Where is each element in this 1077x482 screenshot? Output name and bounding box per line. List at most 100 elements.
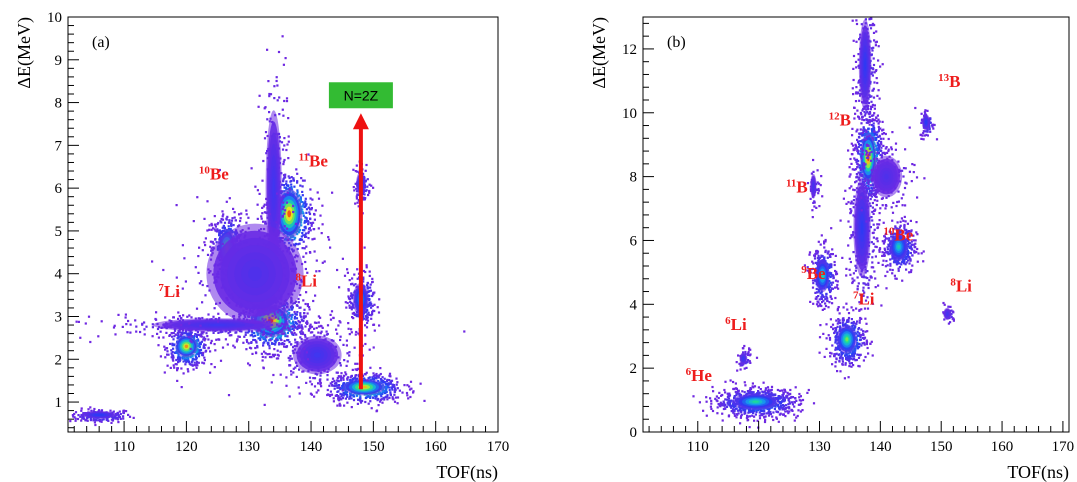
panel-a-cell bbox=[308, 251, 312, 254]
panel-a-cell bbox=[303, 347, 306, 350]
panel-a-cell bbox=[295, 304, 298, 307]
panel-a-cell bbox=[221, 346, 225, 349]
panel-b-cell bbox=[786, 406, 789, 409]
panel-b-cell bbox=[776, 396, 779, 399]
panel-a-cell bbox=[212, 227, 215, 230]
panel-a-cell bbox=[134, 319, 137, 322]
panel-b-cell bbox=[734, 382, 737, 385]
panel-a-cell bbox=[336, 390, 339, 393]
panel-a-cell bbox=[230, 225, 233, 228]
panel-a-cell bbox=[195, 366, 198, 369]
panel-a-cell bbox=[380, 379, 383, 382]
panel-a-cell bbox=[342, 376, 345, 379]
panel-a-cell bbox=[184, 332, 187, 335]
panel-a-cell bbox=[277, 343, 281, 346]
panel-a-cell bbox=[205, 349, 208, 352]
panel-a-cell bbox=[169, 342, 172, 345]
panel-a-cell bbox=[116, 413, 119, 416]
panel-a-cell bbox=[281, 148, 285, 151]
panel-a-cell bbox=[336, 268, 339, 272]
panel-a-cell bbox=[361, 399, 364, 403]
panel-a-cell bbox=[290, 331, 294, 334]
panel-a-cell bbox=[257, 337, 260, 340]
panel-a-cell bbox=[240, 212, 243, 215]
panel-a-cell bbox=[141, 322, 144, 325]
panel-a-cell bbox=[302, 202, 305, 205]
panel-a-cell bbox=[99, 420, 102, 423]
panel-a-cell bbox=[378, 324, 381, 327]
panel-a-cell bbox=[269, 339, 272, 342]
panel-a-cell bbox=[368, 270, 371, 273]
panel-a-cell bbox=[289, 364, 292, 367]
panel-a-cell bbox=[180, 386, 183, 389]
panel-a-cell bbox=[371, 277, 374, 280]
panel-a-cell bbox=[364, 169, 367, 172]
panel-b-cell bbox=[726, 396, 729, 399]
panel-a-y-axis-label: ΔE(MeV) bbox=[14, 17, 35, 89]
panel-a-cell bbox=[252, 335, 255, 338]
panel-a-cell bbox=[381, 392, 384, 395]
panel-a-cell bbox=[301, 247, 304, 250]
panel-a-cell bbox=[350, 306, 353, 309]
panel-a-cell bbox=[262, 366, 265, 369]
panel-a-cell bbox=[384, 391, 387, 395]
panel-a-x-tick-label: 120 bbox=[175, 439, 198, 455]
panel-b-cell bbox=[783, 399, 786, 402]
panel-a-cell bbox=[372, 372, 375, 375]
panel-a-cell bbox=[165, 347, 168, 350]
panel-a-cell bbox=[226, 215, 229, 218]
panel-a-cell bbox=[338, 320, 341, 323]
panel-a-cell bbox=[215, 241, 218, 244]
panel-a-cell bbox=[169, 366, 172, 369]
panel-a-cell bbox=[190, 363, 193, 366]
panel-a-cell bbox=[299, 293, 302, 297]
panel-a-cell bbox=[347, 289, 350, 292]
panel-a-cell bbox=[209, 350, 212, 353]
panel-a-cell bbox=[364, 189, 367, 193]
panel-a-cell bbox=[292, 320, 295, 323]
panel-a-cell bbox=[180, 367, 183, 370]
panel-a-cell bbox=[350, 331, 353, 334]
panel-a-cell bbox=[370, 314, 373, 317]
panel-a-cell bbox=[309, 221, 312, 225]
panel-a-cell bbox=[350, 293, 353, 296]
panel-a-cell bbox=[303, 333, 307, 337]
panel-a-cell bbox=[341, 384, 344, 388]
panel-a-cell bbox=[225, 217, 228, 220]
panel-a-cell bbox=[221, 226, 224, 229]
panel-a-cell bbox=[203, 241, 206, 244]
panel-a-cell bbox=[359, 395, 362, 398]
panel-a-cell bbox=[342, 391, 345, 394]
panel-a-cell bbox=[361, 315, 364, 318]
panel-a-cell bbox=[247, 342, 250, 345]
panel-a-cell bbox=[369, 304, 372, 307]
panel-a-y-tick-label: 5 bbox=[55, 224, 63, 240]
panel-b-cell bbox=[749, 348, 752, 351]
panel-a-cell bbox=[304, 200, 307, 203]
panel-a-cell bbox=[286, 335, 289, 338]
panel-b-cell bbox=[740, 409, 743, 412]
panel-a-cell bbox=[305, 351, 308, 354]
panel-a-cell bbox=[107, 419, 110, 422]
panel-a-cell bbox=[376, 393, 379, 396]
panel-a-cell bbox=[285, 227, 289, 230]
panel-a-cell bbox=[282, 327, 285, 330]
panel-a-cell bbox=[102, 418, 105, 421]
panel-a-cell bbox=[275, 338, 278, 341]
panel-b-cell bbox=[734, 407, 737, 410]
panel-a-cell bbox=[203, 217, 206, 220]
panel-a-cell bbox=[223, 227, 226, 230]
panel-b-cell bbox=[775, 417, 778, 420]
panel-a-cell bbox=[124, 313, 127, 316]
panel-a-cell bbox=[387, 383, 390, 386]
panel-a-cell bbox=[309, 229, 312, 232]
panel-a-cell bbox=[312, 221, 315, 224]
panel-a-cell bbox=[302, 240, 305, 243]
panel-a-cell bbox=[313, 228, 316, 231]
panel-a-cell bbox=[202, 346, 205, 349]
panel-a-cell bbox=[364, 270, 367, 274]
panel-a-cell bbox=[302, 212, 305, 215]
panel-a-cell bbox=[383, 377, 386, 380]
panel-a-cell bbox=[271, 353, 274, 356]
panel-a-cell bbox=[112, 326, 116, 329]
